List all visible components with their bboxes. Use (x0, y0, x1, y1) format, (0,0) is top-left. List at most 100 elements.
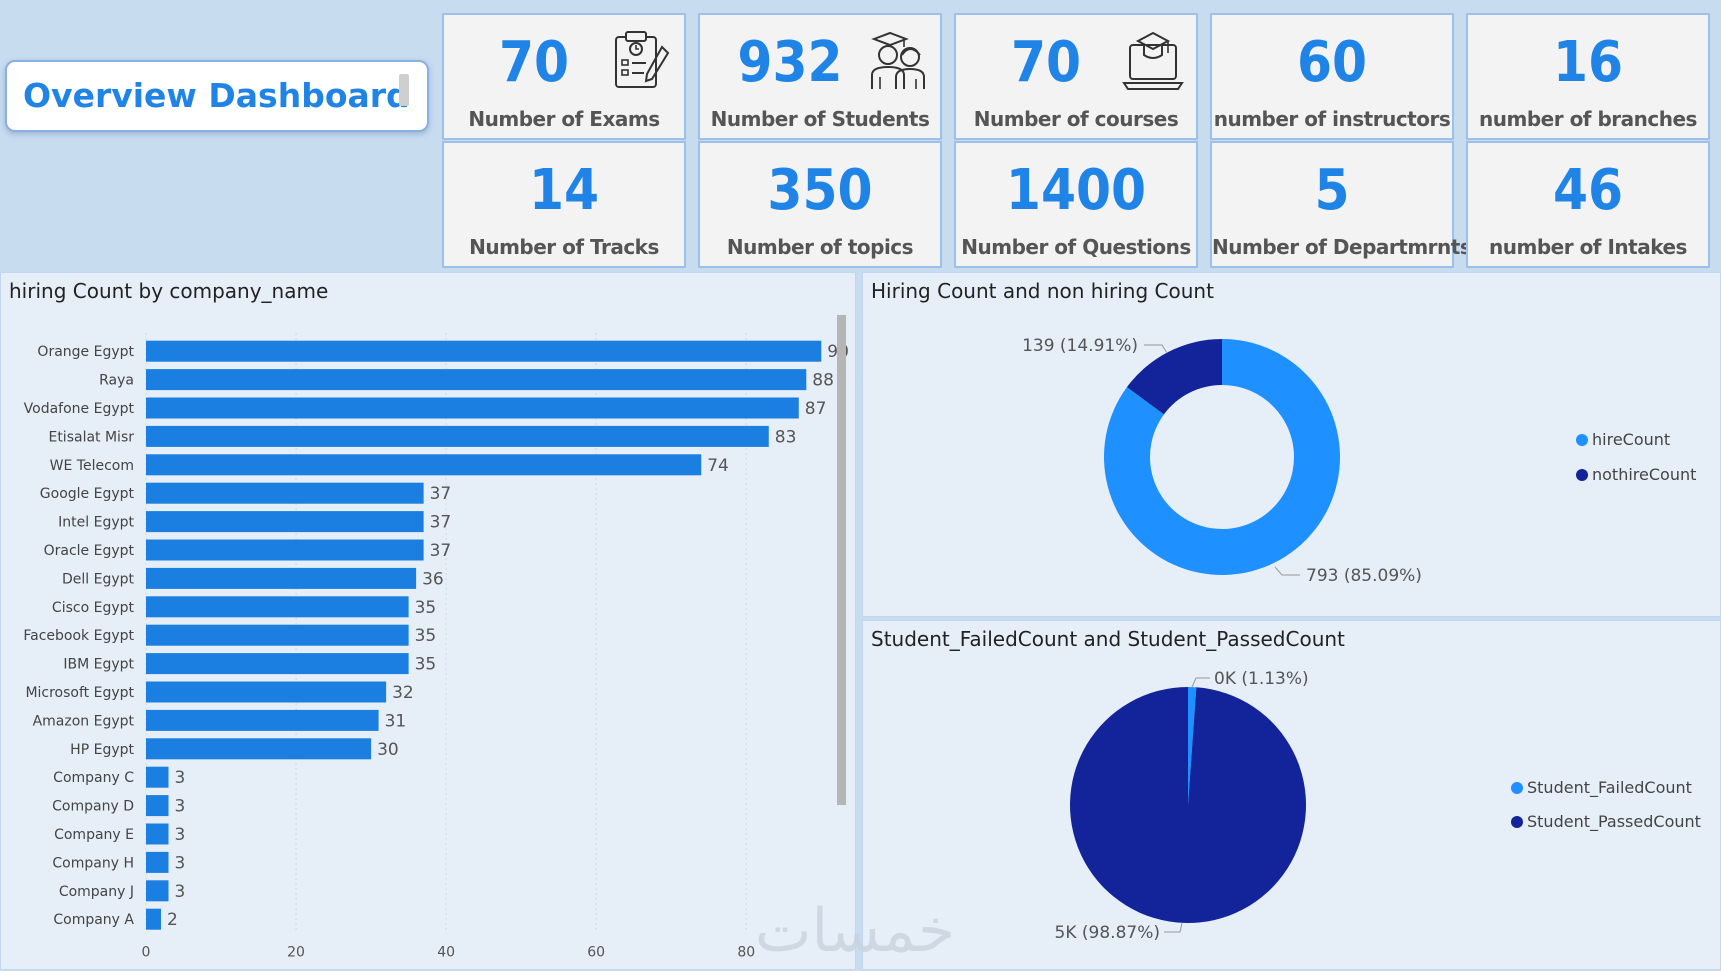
kpi-card-branches[interactable]: 16 number of branches (1466, 13, 1710, 140)
watermark-logo: خمسات (755, 896, 956, 966)
data-label: 793 (85.09%) (1306, 566, 1422, 586)
data-label: 88 (812, 371, 834, 391)
kpi-value: 5 (1314, 158, 1350, 223)
category-label: Facebook Egypt (23, 628, 134, 644)
exam-clipboard-icon (615, 31, 670, 88)
kpi-label: number of branches (1479, 107, 1697, 131)
category-label: Company H (52, 855, 134, 871)
x-tick-label: 0 (142, 944, 151, 960)
category-label: Orange Egypt (37, 344, 134, 360)
bar (146, 482, 424, 504)
category-label: HP Egypt (70, 742, 134, 758)
category-label: IBM Egypt (63, 657, 134, 673)
leader-line (1164, 922, 1183, 933)
legend-label: nothireCount (1592, 465, 1697, 484)
kpi-label: Number of Questions (961, 235, 1191, 259)
bar (146, 511, 424, 533)
pie-slice (1104, 339, 1340, 575)
title-scroll-handle[interactable] (399, 74, 409, 106)
kpi-card-instructors[interactable]: 60 number of instructors (1210, 13, 1454, 140)
data-label: 74 (707, 456, 729, 476)
legend-label: Student_FailedCount (1527, 778, 1692, 797)
legend-dot (1576, 469, 1588, 481)
x-tick-label: 60 (587, 944, 605, 960)
bar (146, 425, 769, 447)
data-label: 3 (175, 768, 186, 788)
bar-chart-scrollbar[interactable] (837, 315, 846, 805)
category-label: Microsoft Egypt (25, 685, 134, 701)
category-label: Vodafone Egypt (24, 401, 135, 417)
kpi-card-exams[interactable]: 70 Number of Exams (442, 13, 686, 140)
student-pass-fail-panel[interactable]: Student_FailedCount and Student_PassedCo… (862, 620, 1721, 970)
kpi-card-departments[interactable]: 5 Number of Departmrnts (1210, 141, 1472, 268)
students-icon (871, 31, 925, 89)
pie-slice (1126, 339, 1222, 415)
leader-line (1191, 677, 1210, 688)
legend-label: Student_PassedCount (1527, 812, 1701, 831)
student-pie-chart: 0K (1.13%) 5K (98.87%) (1055, 669, 1309, 943)
category-label: Company E (54, 827, 134, 843)
kpi-label: number of Intakes (1489, 235, 1687, 259)
legend-label: hireCount (1592, 430, 1671, 449)
kpi-card-students[interactable]: 932 Number of Students (698, 13, 942, 140)
legend-dot (1576, 434, 1588, 446)
hiring-donut-chart: 793 (85.09%) 139 (14.91%) (1022, 336, 1422, 586)
donut-chart-title: Hiring Count and non hiring Count (871, 279, 1214, 303)
x-tick-label: 80 (737, 944, 755, 960)
category-label: WE Telecom (50, 458, 134, 474)
leader-line (1144, 344, 1168, 354)
bar (146, 653, 409, 675)
kpi-card-questions[interactable]: 1400 Number of Questions (954, 141, 1198, 268)
hiring-donut-panel[interactable]: Hiring Count and non hiring Count 793 (8… (862, 272, 1721, 617)
data-label: 3 (175, 797, 186, 817)
kpi-label: Number of Tracks (469, 235, 659, 259)
data-label: 37 (430, 513, 452, 533)
category-label: Company C (53, 770, 134, 786)
kpi-card-topics[interactable]: 350 Number of topics (698, 141, 942, 268)
category-label: Etisalat Misr (48, 429, 134, 445)
x-tick-label: 20 (287, 944, 305, 960)
bar (146, 681, 387, 703)
kpi-value: 14 (528, 158, 600, 223)
kpi-card-intakes[interactable]: 46 number of Intakes (1466, 141, 1710, 268)
kpi-value: 60 (1296, 30, 1368, 95)
data-label: 30 (377, 740, 399, 760)
bar (146, 567, 417, 589)
bar (146, 851, 169, 873)
data-label: 3 (175, 825, 186, 845)
hiring-by-company-panel[interactable]: hiring Count by company_name 0 20 40 60 80 Or… (0, 272, 856, 970)
bar (146, 596, 409, 618)
bar (146, 795, 169, 817)
category-label: Google Egypt (40, 486, 135, 502)
legend-hirecount: hireCount (1576, 430, 1670, 449)
dashboard-title: Overview Dashboard (23, 76, 410, 115)
category-label: Amazon Egypt (33, 713, 135, 729)
bar (146, 397, 799, 419)
dashboard-title-card[interactable]: Overview Dashboard (5, 60, 429, 132)
leader-line (1274, 566, 1300, 576)
data-label: 32 (392, 683, 414, 703)
kpi-value: 70 (1010, 30, 1082, 95)
kpi-value: 1400 (1005, 158, 1147, 223)
data-label: 35 (415, 626, 437, 646)
legend-nothirecount: nothireCount (1576, 465, 1696, 484)
category-label: Cisco Egypt (52, 600, 135, 616)
bar (146, 823, 169, 845)
pie-slice (1188, 687, 1197, 805)
kpi-value: 350 (767, 158, 873, 223)
bar (146, 454, 702, 476)
kpi-card-courses[interactable]: 70 Number of courses (954, 13, 1198, 140)
bar-chart-title: hiring Count by company_name (9, 279, 329, 303)
kpi-card-tracks[interactable]: 14 Number of Tracks (442, 141, 686, 268)
data-label: 83 (775, 427, 797, 447)
data-label: 87 (805, 399, 827, 419)
x-tick-label: 40 (437, 944, 455, 960)
data-label: 2 (167, 910, 178, 930)
bar (146, 709, 379, 731)
pie-chart-title: Student_FailedCount and Student_PassedCo… (871, 627, 1345, 651)
category-label: Company J (59, 884, 134, 900)
data-label: 3 (175, 882, 186, 902)
kpi-label: Number of courses (973, 107, 1179, 131)
data-label: 31 (385, 711, 407, 731)
